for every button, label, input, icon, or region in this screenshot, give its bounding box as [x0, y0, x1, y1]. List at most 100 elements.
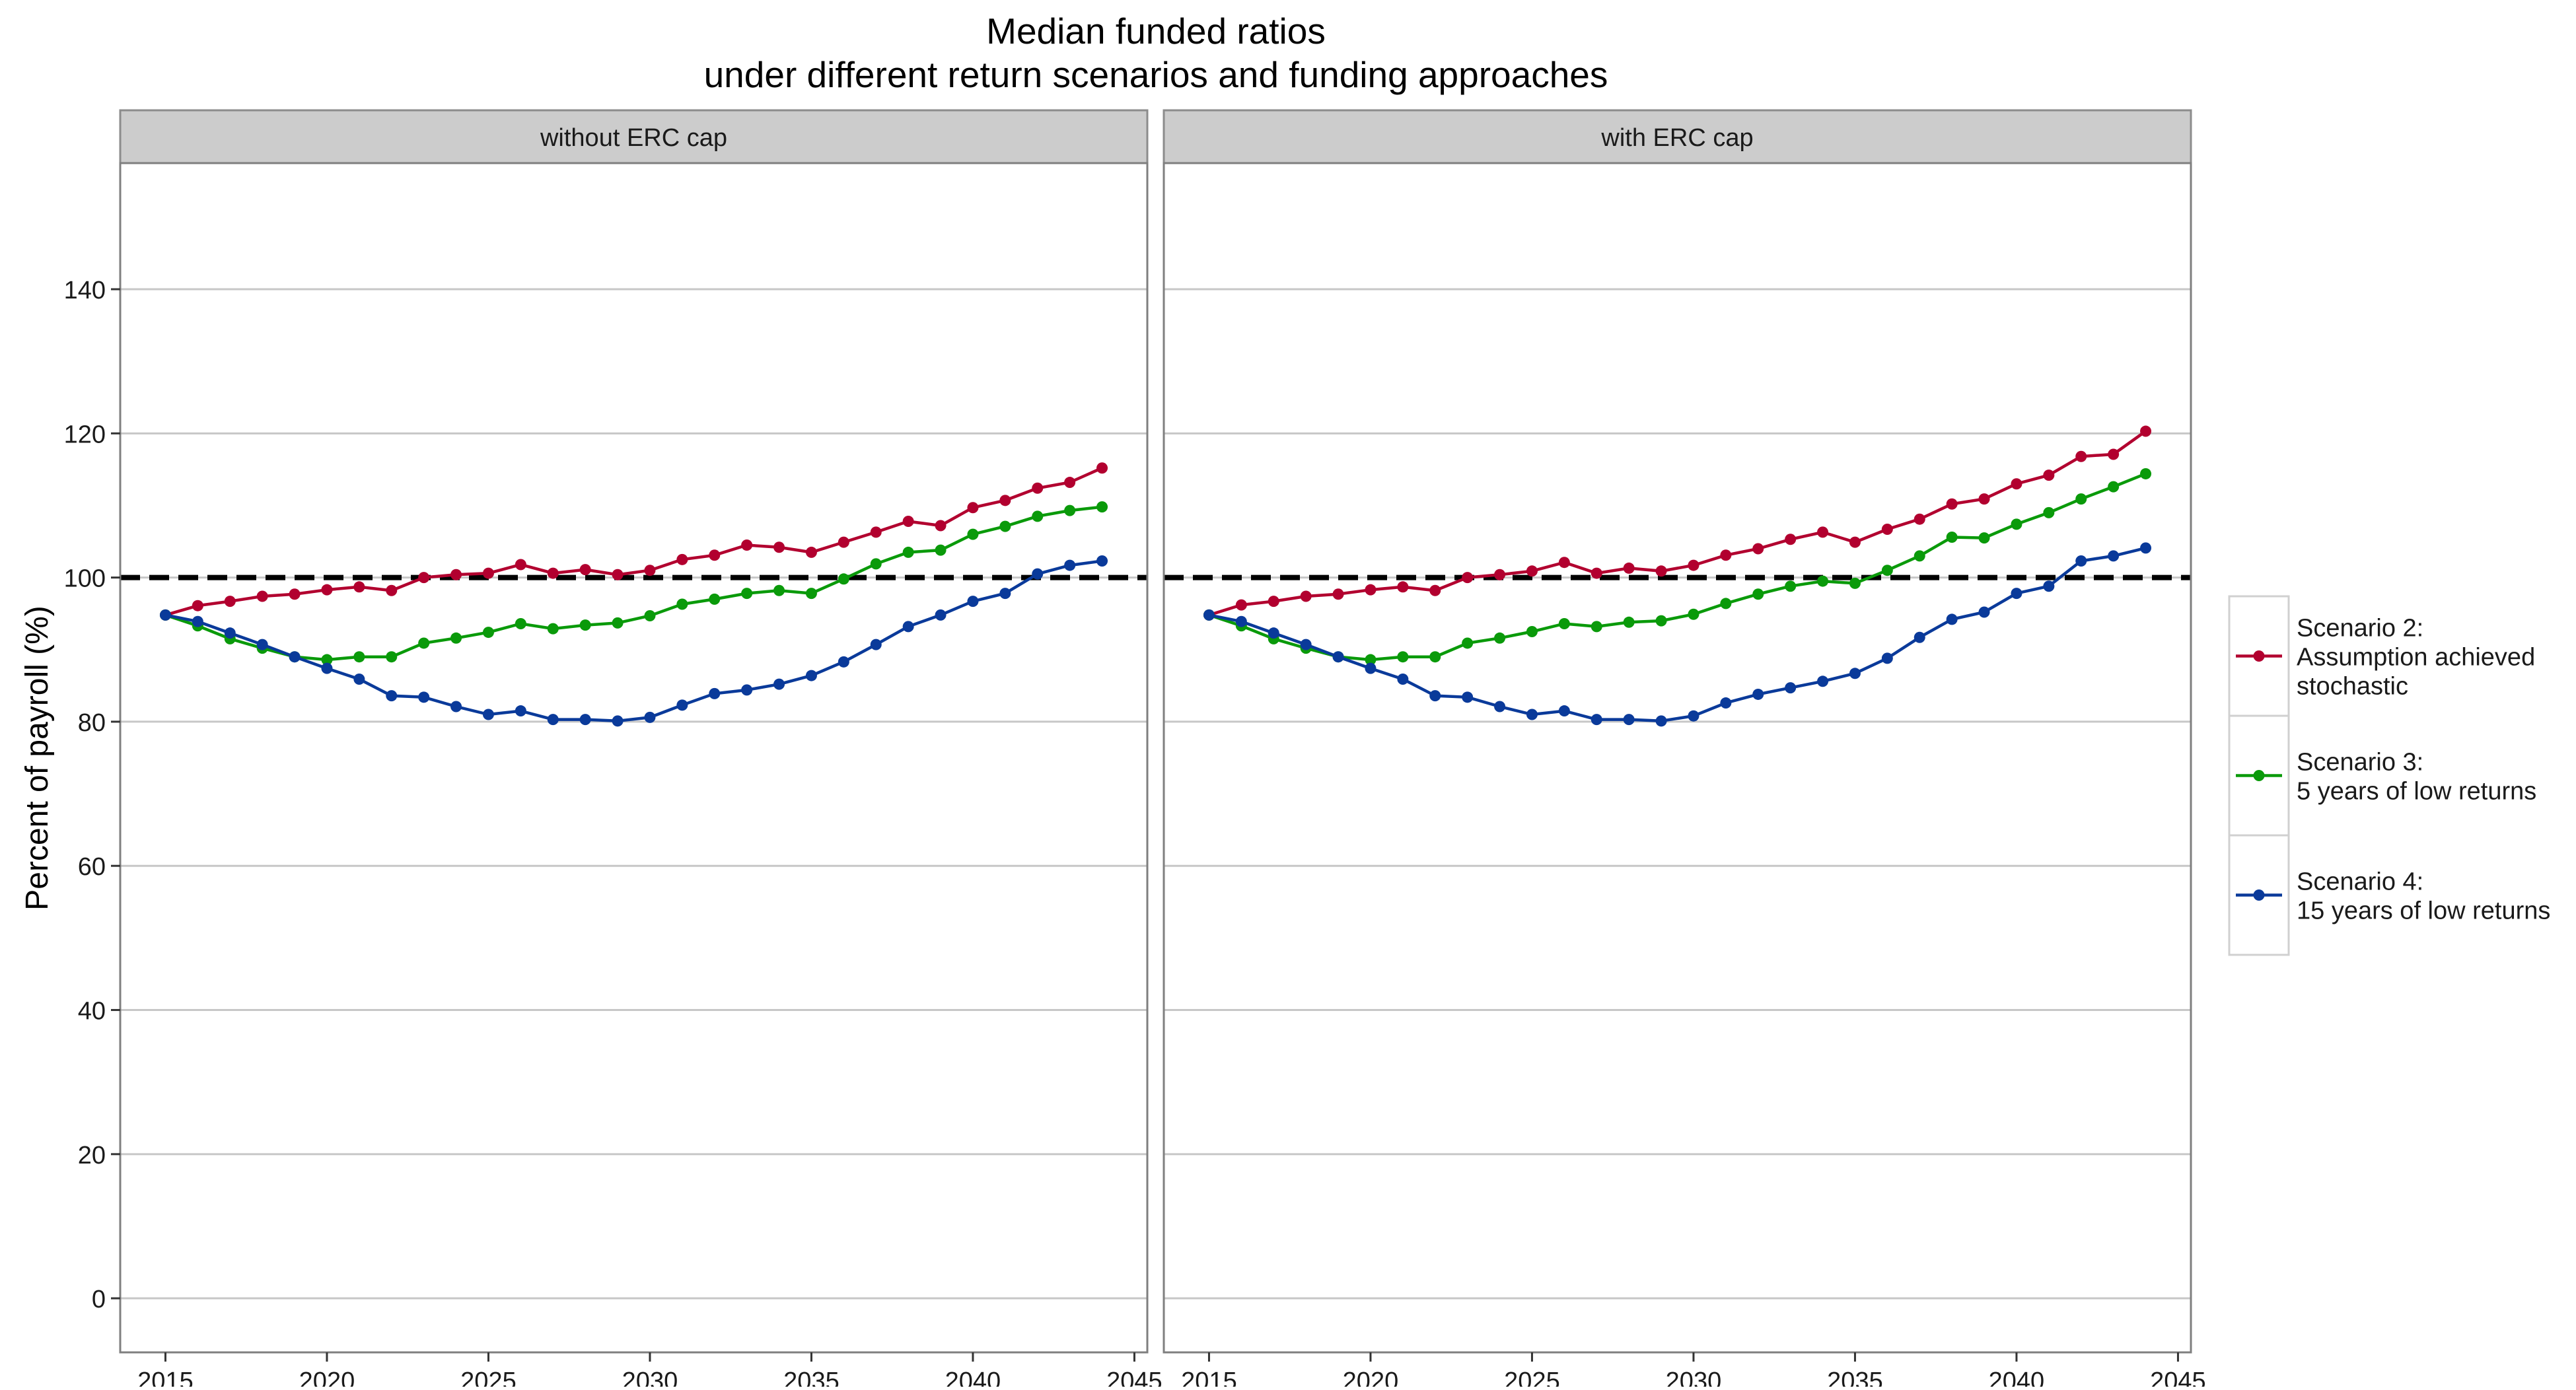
legend-label: Scenario 3: 5 years of low returns [2297, 749, 2536, 806]
data-point [386, 690, 398, 702]
data-point [418, 691, 430, 703]
data-point [612, 715, 624, 727]
data-point [1978, 493, 1990, 505]
data-point [773, 584, 785, 596]
x-tick-label: 2025 [1504, 1368, 1560, 1387]
data-point [1558, 617, 1570, 629]
legend-key-point [2253, 770, 2265, 781]
data-point [353, 651, 365, 663]
x-tick-label: 2040 [1989, 1368, 2045, 1387]
data-point [1332, 588, 1344, 600]
data-point [1591, 621, 1602, 633]
data-point [1785, 580, 1797, 592]
legend-label: Scenario 2: Assumption achieved stochastic [2297, 615, 2535, 701]
data-point [1978, 606, 1990, 618]
legend-key-point [2253, 889, 2265, 901]
data-point [999, 495, 1011, 506]
x-tick-label: 2020 [1343, 1368, 1399, 1387]
data-point [450, 701, 462, 712]
data-point [1914, 550, 1925, 562]
chart-title-line: under different return scenarios and fun… [704, 54, 1608, 95]
data-point [1914, 631, 1925, 643]
data-point [224, 627, 236, 639]
data-point [676, 598, 688, 610]
data-point [1494, 569, 1506, 580]
y-tick-label: 60 [78, 853, 106, 881]
data-point [321, 584, 333, 596]
data-point [2011, 518, 2022, 530]
y-tick-label: 100 [64, 565, 106, 593]
x-tick-label: 2035 [1827, 1368, 1883, 1387]
data-point [515, 617, 526, 629]
data-point [773, 678, 785, 690]
data-point [192, 615, 203, 627]
y-axis-label: Percent of payroll (%) [20, 606, 55, 911]
data-point [741, 539, 753, 551]
y-tick-label: 120 [64, 421, 106, 448]
data-point [1655, 715, 1667, 727]
legend-label-line: Assumption achieved [2297, 644, 2535, 672]
data-point [1817, 575, 1829, 587]
series-line [1209, 546, 2147, 723]
plot-background [120, 163, 1147, 1352]
y-tick-label: 40 [78, 998, 106, 1025]
data-point [1462, 691, 1474, 703]
data-point [1526, 709, 1538, 720]
data-point [935, 520, 947, 532]
data-point [418, 637, 430, 649]
data-point [1397, 581, 1409, 593]
y-tick-label: 0 [92, 1286, 106, 1313]
data-point [1914, 513, 1925, 525]
data-point [353, 674, 365, 685]
data-point [1720, 549, 1732, 561]
data-point [2043, 580, 2055, 592]
data-point [579, 714, 591, 726]
x-tick-label: 2025 [460, 1368, 517, 1387]
y-tick-label: 140 [64, 277, 106, 304]
data-point [1462, 572, 1474, 584]
data-point [289, 651, 301, 663]
data-point [2140, 542, 2152, 554]
data-point [1462, 637, 1474, 649]
data-point [547, 623, 559, 635]
data-point [1946, 531, 1958, 543]
data-point [902, 546, 914, 558]
x-tick-label: 2015 [137, 1368, 194, 1387]
data-point [1558, 705, 1570, 717]
plot-border [119, 162, 1149, 1354]
data-point [2108, 550, 2120, 562]
data-point [1688, 608, 1699, 620]
data-point [1096, 501, 1108, 513]
data-point [1203, 609, 1215, 621]
data-point [547, 567, 559, 579]
data-point [2108, 448, 2120, 460]
data-point [1365, 584, 1377, 596]
data-point [644, 711, 656, 723]
data-point [1720, 697, 1732, 709]
data-point [1235, 615, 1247, 627]
data-point [1096, 462, 1108, 474]
data-point [1365, 654, 1377, 666]
series-4 [159, 555, 1108, 727]
data-point [1429, 651, 1441, 663]
data-point [386, 651, 398, 663]
data-point [1752, 588, 1764, 600]
data-point [1064, 504, 1076, 516]
data-point [741, 684, 753, 696]
data-point [1558, 557, 1570, 569]
data-point [1032, 510, 1044, 522]
legend-label-line: Scenario 2: [2297, 615, 2423, 643]
data-point [741, 588, 753, 600]
data-point [1096, 555, 1108, 567]
data-point [579, 619, 591, 631]
data-point [1591, 567, 1602, 579]
data-point [1752, 543, 1764, 555]
data-point [1268, 596, 1279, 608]
data-point [515, 559, 526, 571]
data-point [1494, 701, 1506, 712]
data-point [1946, 613, 1958, 625]
y-tick-label: 80 [78, 709, 106, 737]
data-point [2075, 555, 2087, 567]
data-point [1064, 559, 1076, 571]
x-tick-label: 2045 [1106, 1368, 1163, 1387]
